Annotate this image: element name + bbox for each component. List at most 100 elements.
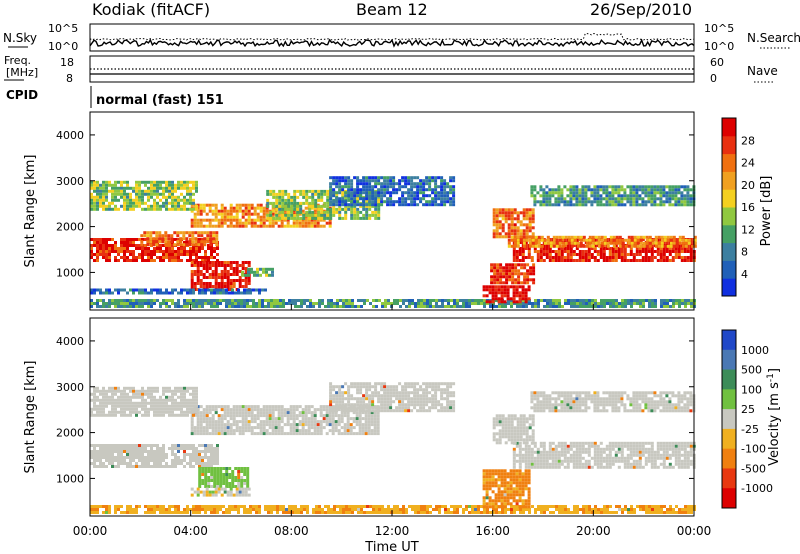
power-cell — [120, 299, 123, 302]
power-cell — [648, 238, 652, 242]
power-cell — [413, 185, 417, 189]
velocity-cell — [220, 414, 224, 418]
power-cell — [259, 209, 263, 213]
velocity-cell — [289, 432, 293, 436]
power-cell — [465, 305, 468, 308]
power-cell — [156, 291, 159, 295]
power-cell — [220, 285, 224, 288]
power-cell — [96, 201, 99, 205]
velocity-cell — [353, 406, 357, 410]
velocity-cell — [337, 423, 341, 427]
power-cell — [281, 201, 285, 205]
velocity-cell — [289, 408, 293, 412]
velocity-cell — [196, 490, 200, 494]
power-cell — [443, 197, 447, 201]
velocity-cell — [183, 444, 186, 447]
power-cell — [284, 207, 288, 211]
power-cell — [656, 259, 660, 262]
velocity-cell — [250, 414, 254, 418]
power-cell — [208, 264, 212, 267]
power-cell — [250, 203, 254, 207]
velocity-cell — [102, 462, 105, 465]
velocity-cell — [114, 401, 117, 405]
velocity-cell — [262, 426, 266, 430]
power-cell — [338, 197, 342, 201]
velocity-cell — [111, 401, 114, 405]
power-cell — [330, 299, 333, 302]
power-cell — [537, 302, 540, 305]
power-cell — [350, 188, 354, 192]
velocity-cell — [132, 456, 135, 459]
power-cell — [612, 235, 616, 239]
power-cell — [226, 273, 230, 276]
power-cell — [517, 269, 521, 273]
velocity-cell — [211, 408, 215, 412]
power-cell — [654, 305, 657, 308]
power-cell — [527, 288, 531, 292]
velocity-cell — [223, 487, 227, 491]
power-cell — [186, 259, 189, 262]
power-cell — [105, 180, 108, 184]
power-cell — [502, 266, 506, 270]
power-cell — [318, 305, 321, 308]
velocity-cell — [337, 414, 341, 418]
velocity-cell — [147, 407, 150, 411]
velocity-cell — [262, 420, 266, 424]
power-cell — [205, 285, 209, 288]
power-cell — [307, 221, 311, 225]
power-cell — [246, 299, 249, 302]
power-cell — [669, 241, 673, 245]
power-cell — [405, 299, 408, 302]
power-cell — [659, 250, 663, 253]
velocity-cell — [211, 405, 215, 409]
velocity-cell — [174, 462, 177, 465]
power-cell — [359, 204, 363, 208]
power-cell — [389, 182, 393, 186]
velocity-cell — [313, 426, 317, 430]
velocity-cell — [307, 423, 311, 427]
power-cell — [374, 176, 378, 180]
velocity-cell — [210, 450, 213, 453]
power-cell — [521, 288, 525, 292]
power-cell — [425, 200, 429, 204]
velocity-cell — [329, 388, 333, 392]
velocity-cell — [129, 459, 132, 462]
y-tick-label: 1000 — [56, 266, 84, 279]
velocity-cell — [123, 401, 126, 405]
power-cell — [310, 206, 314, 210]
velocity-cell — [274, 429, 278, 433]
velocity-cell — [214, 490, 218, 494]
power-cell — [199, 270, 203, 273]
power-cell — [247, 209, 251, 213]
velocity-cell — [241, 417, 245, 421]
power-cell — [452, 188, 456, 192]
power-cell — [516, 238, 520, 242]
power-cell — [220, 203, 224, 207]
power-cell — [226, 288, 230, 291]
power-cell — [235, 267, 239, 270]
power-cell — [599, 247, 603, 250]
velocity-cell — [241, 408, 245, 412]
power-cell — [579, 235, 583, 239]
power-cell — [413, 203, 417, 207]
power-cell — [656, 238, 660, 241]
power-cell — [517, 272, 521, 276]
power-cell — [428, 194, 432, 198]
power-cell — [111, 250, 114, 253]
power-cell — [338, 185, 342, 189]
velocity-cell — [123, 462, 126, 465]
velocity-cell — [286, 423, 290, 427]
power-cell — [410, 197, 414, 201]
power-cell — [235, 218, 239, 222]
power-cell — [515, 250, 519, 253]
velocity-cell — [204, 462, 207, 465]
velocity-cell — [304, 411, 308, 415]
power-cell — [232, 261, 236, 264]
velocity-cell — [250, 405, 254, 409]
velocity-cell — [207, 465, 210, 468]
power-cell — [614, 200, 618, 204]
velocity-cell — [226, 493, 230, 497]
power-cell — [566, 253, 570, 256]
power-cell — [512, 288, 516, 292]
power-cell — [365, 182, 369, 186]
